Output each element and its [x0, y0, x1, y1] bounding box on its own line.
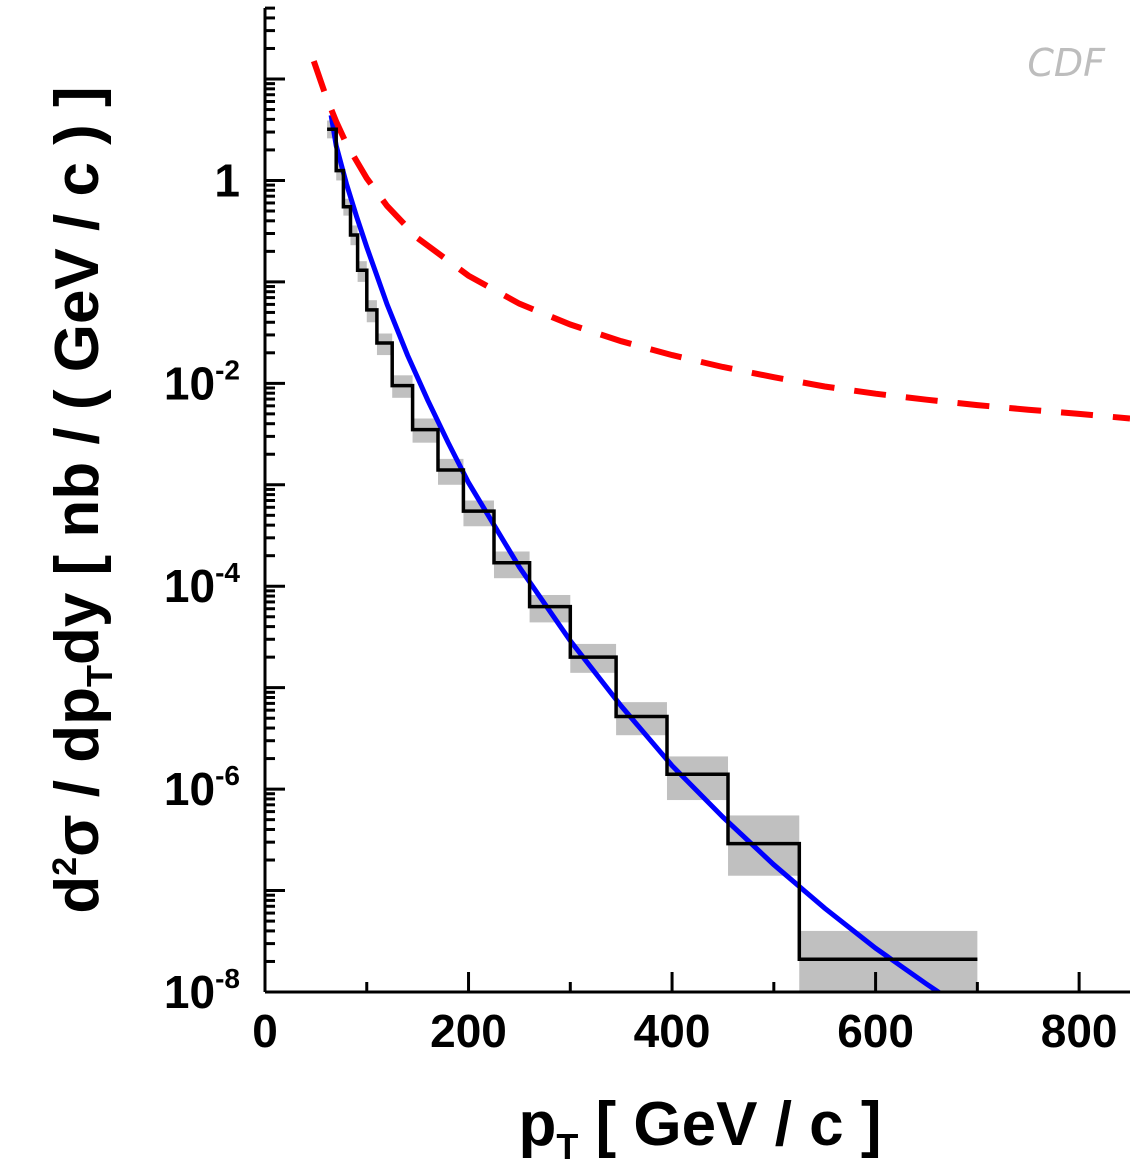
y-axis-title-sub: T [79, 665, 120, 687]
x-axis-title: pT [ GeV / c ] [518, 1090, 881, 1163]
y-tick-label-base: 10 [164, 763, 215, 815]
x-tick-label-800: 800 [1041, 1005, 1118, 1057]
solid-curve-line [328, 114, 943, 992]
y-tick-label--4: 10-4 [164, 557, 240, 612]
x-tick-label-400: 400 [634, 1005, 711, 1057]
y-tick-label-0: 1 [214, 154, 240, 206]
y-tick-label--2: 10-2 [164, 354, 240, 409]
axis-ticks [263, 6, 1130, 994]
y-axis-title-sigma: σ / dp [43, 687, 112, 857]
series-group [310, 60, 1130, 992]
x-tick-label-200: 200 [430, 1005, 507, 1057]
y-tick-label-base: 10 [164, 357, 215, 409]
systematic-band-bin-17 [799, 930, 978, 992]
dashed-curve-line [310, 60, 1130, 422]
y-tick-label-exponent: -2 [215, 354, 240, 385]
x-axis-title-unit: [ GeV / c ] [578, 1090, 881, 1159]
y-axis-title-sup: 2 [46, 857, 84, 876]
data-histogram-line [327, 127, 978, 962]
y-axis-title-d: d [43, 876, 112, 914]
y-tick-label-base: 10 [164, 966, 215, 1018]
x-axis-title-main: p [518, 1090, 556, 1159]
y-axis-title: d2σ / dpTdy [ nb / ( GeV / c ) ] [43, 86, 120, 913]
y-tick-label-exponent: -4 [215, 557, 240, 588]
y-tick-label-exponent: -8 [215, 963, 240, 994]
x-tick-label-600: 600 [837, 1005, 914, 1057]
y-tick-label-exponent: -6 [215, 760, 240, 791]
y-tick-label-base: 10 [164, 560, 215, 612]
y-axis-title-rest: dy [ nb / ( GeV / c ) ] [43, 86, 112, 665]
cdf-watermark: CDF [1027, 41, 1106, 85]
systematic-band-bin-16 [728, 815, 800, 876]
y-tick-label--8: 10-8 [164, 963, 240, 1018]
x-axis-title-sub: T [556, 1126, 578, 1163]
y-tick-label--6: 10-6 [164, 760, 240, 815]
plot-area [310, 60, 1130, 992]
y-tick-label-base: 1 [214, 154, 240, 206]
x-tick-label-0: 0 [252, 1005, 278, 1057]
